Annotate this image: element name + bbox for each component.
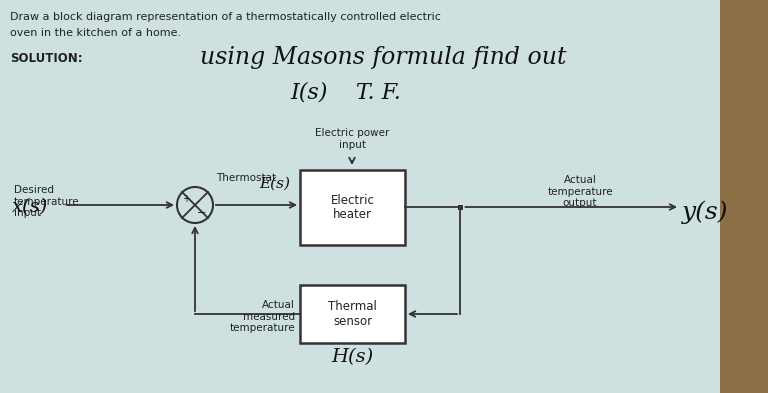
Text: Draw a block diagram representation of a thermostatically controlled electric: Draw a block diagram representation of a… <box>10 12 441 22</box>
Text: x(s): x(s) <box>12 198 48 216</box>
Bar <box>300 285 405 343</box>
Text: oven in the kitchen of a home.: oven in the kitchen of a home. <box>10 28 181 38</box>
Bar <box>720 0 768 393</box>
Text: E(s): E(s) <box>260 177 290 191</box>
Text: using Masons formula find out: using Masons formula find out <box>200 46 567 69</box>
Text: Electric power
input: Electric power input <box>315 128 389 150</box>
Text: Thermostat: Thermostat <box>217 173 276 183</box>
Text: y(s): y(s) <box>682 200 729 224</box>
Text: Actual
measured
temperature: Actual measured temperature <box>230 300 295 333</box>
Text: Thermal
sensor: Thermal sensor <box>328 300 377 328</box>
Bar <box>458 204 462 209</box>
Text: I(s)    T. F.: I(s) T. F. <box>290 82 401 104</box>
Text: Actual
temperature
output: Actual temperature output <box>547 175 613 208</box>
Text: +: + <box>182 194 190 204</box>
Text: H(s): H(s) <box>331 348 373 366</box>
Text: SOLUTION:: SOLUTION: <box>10 52 83 65</box>
Text: Desired
temperature
input: Desired temperature input <box>14 185 80 218</box>
Bar <box>300 170 405 245</box>
Text: Electric
heater: Electric heater <box>330 193 375 222</box>
Text: −: − <box>197 208 207 218</box>
